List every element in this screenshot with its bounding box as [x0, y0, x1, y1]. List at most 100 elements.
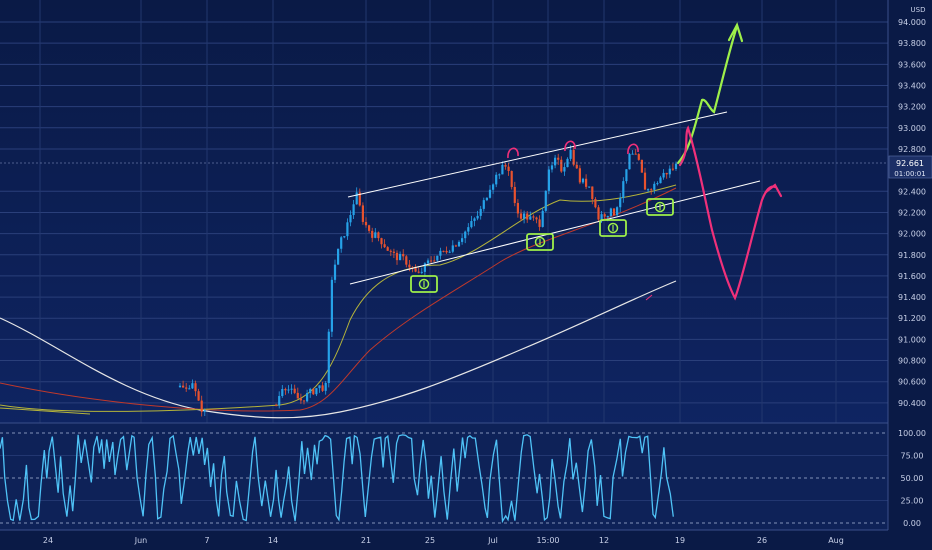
candle-body — [640, 159, 643, 173]
bullish-arrow-head — [727, 22, 744, 43]
candle-body — [659, 177, 662, 184]
candle-body — [612, 208, 616, 216]
candle-body — [547, 169, 550, 191]
candle-body — [544, 190, 547, 211]
candle-body — [538, 219, 541, 227]
candle-body — [318, 385, 321, 389]
dollar-icon — [599, 219, 627, 237]
candle-body — [439, 250, 442, 256]
time-tick-label: 7 — [204, 536, 209, 545]
candle-body — [510, 171, 513, 187]
candle-body — [380, 238, 383, 245]
candle-body — [622, 181, 625, 198]
candle-body — [346, 222, 349, 237]
time-tick-label: 15:00 — [536, 536, 559, 545]
price-tick-label: 91.000 — [898, 335, 926, 344]
candle-body — [389, 250, 392, 252]
price-tick-label: 90.400 — [898, 399, 926, 408]
candle-body — [278, 396, 281, 406]
candle-body — [507, 166, 510, 172]
candle-body — [191, 383, 194, 389]
candle-body — [668, 168, 671, 175]
candle-body — [609, 208, 612, 216]
candle-body — [203, 410, 206, 412]
oscillator-tick-label: 75.00 — [901, 452, 924, 461]
bearish-projection-path — [678, 125, 777, 301]
candle-body — [402, 253, 405, 257]
candle-body — [312, 389, 315, 395]
candle-body — [343, 236, 346, 238]
candle-body — [296, 392, 299, 399]
current-price-badge — [888, 155, 932, 179]
price-tick-label: 91.400 — [898, 293, 926, 302]
candle-body — [405, 256, 408, 265]
oscillator-tick-label: 100.00 — [898, 429, 926, 438]
candle-body — [185, 387, 188, 389]
time-tick-label: 14 — [268, 536, 278, 545]
candle-body — [324, 382, 327, 391]
price-tick-label: 93.000 — [898, 124, 926, 133]
candle-body — [414, 268, 417, 272]
oscillator-panel — [0, 422, 888, 530]
candle-body — [665, 172, 668, 175]
candle-body — [575, 164, 578, 169]
candle-body — [467, 227, 470, 232]
dollar-icon — [526, 233, 554, 251]
dollar-icon — [410, 275, 438, 293]
candle-body — [594, 199, 597, 208]
candle-body — [302, 400, 306, 402]
candle-body — [461, 238, 464, 242]
time-tick-label: 12 — [599, 536, 609, 545]
price-tick-label: 92.200 — [898, 208, 926, 217]
candle-body — [671, 168, 674, 170]
candle-body — [284, 389, 287, 391]
candle-body — [647, 189, 650, 191]
candle-body — [448, 251, 451, 253]
time-tick-label: 21 — [361, 536, 371, 545]
time-tick-label: Jul — [487, 536, 498, 545]
candle-body — [290, 388, 293, 390]
price-tick-label: 93.200 — [898, 103, 926, 112]
price-axis-panel — [888, 0, 932, 550]
candle-body — [585, 178, 588, 187]
bearish-arrow-head — [764, 183, 783, 198]
countdown-label: 01:00:01 — [894, 170, 925, 178]
candle-body — [306, 393, 309, 402]
ma-long-white — [0, 280, 677, 419]
candle-body — [473, 218, 476, 222]
candle-body — [287, 389, 290, 391]
swing-high-mark — [627, 143, 639, 155]
candle-body — [178, 385, 182, 388]
candle-body — [368, 225, 371, 231]
candle-body — [519, 213, 523, 219]
candle-body — [572, 149, 575, 165]
candle-body — [492, 184, 495, 190]
candle-body — [327, 331, 330, 383]
candle-body — [420, 271, 423, 273]
candle-body — [445, 250, 448, 253]
candle-body — [516, 202, 519, 214]
candle-body — [541, 210, 544, 227]
candle-body — [476, 215, 479, 219]
price-tick-label: 92.000 — [898, 230, 926, 239]
candle-body — [643, 172, 647, 190]
candle-body — [436, 255, 439, 261]
time-tick-label: 24 — [43, 536, 53, 545]
bullish-projection-path — [676, 24, 739, 165]
candle-body — [498, 174, 501, 176]
candle-body — [569, 149, 572, 159]
candle-body — [482, 200, 485, 209]
channel-lower-line — [349, 180, 761, 285]
candle-body — [603, 214, 606, 217]
candle-body — [361, 205, 364, 222]
candle-body — [464, 231, 467, 239]
candle-body — [526, 213, 529, 220]
candle-body — [337, 248, 340, 265]
candle-body — [616, 207, 619, 216]
candle-body — [194, 383, 197, 392]
candle-body — [501, 164, 504, 175]
candle-body — [591, 186, 594, 200]
candle-body — [275, 404, 278, 406]
price-tick-label: 93.600 — [898, 60, 926, 69]
